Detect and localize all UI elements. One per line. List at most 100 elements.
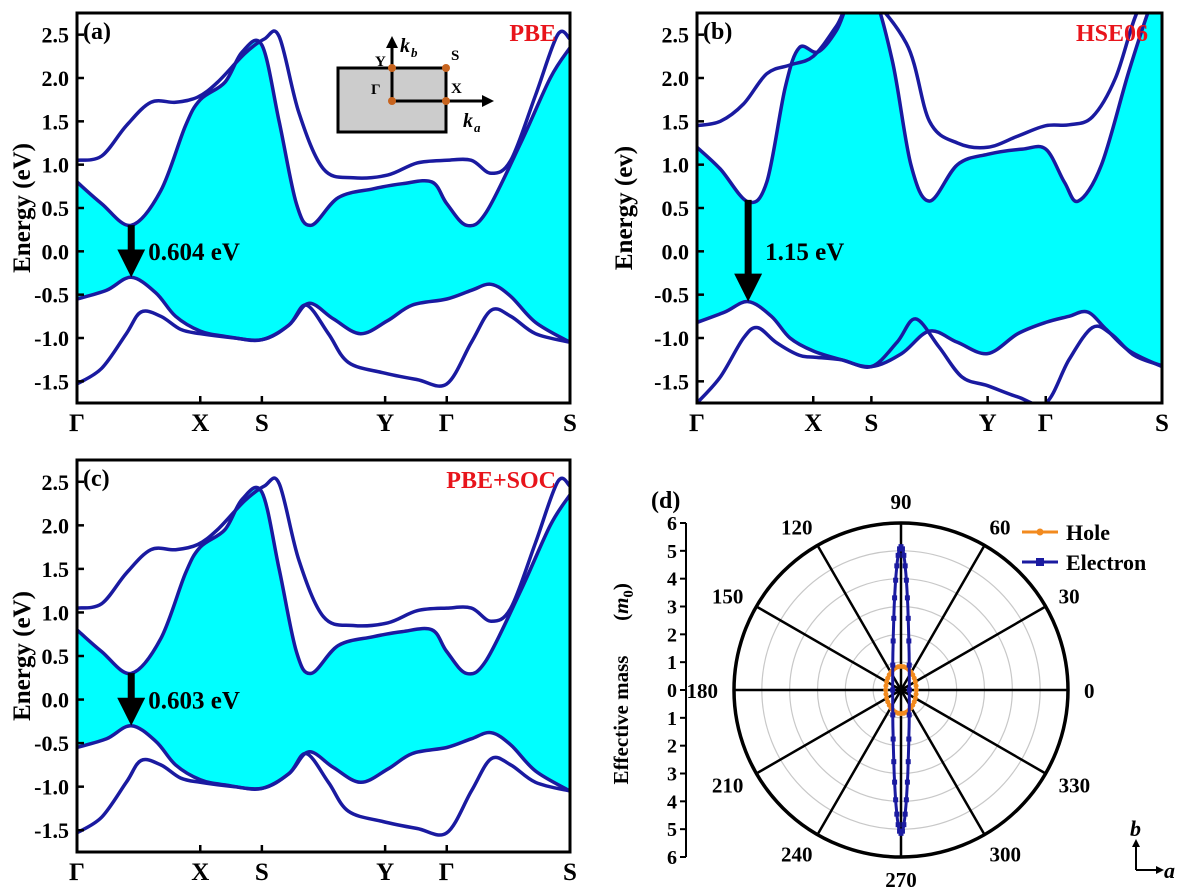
polar-spoke — [816, 544, 903, 691]
inset-label-Y: Y — [375, 54, 386, 70]
y-axis-label: Energy (ev) — [611, 146, 638, 270]
polar-spoke — [899, 689, 986, 836]
series-marker — [893, 577, 899, 583]
series-marker — [906, 736, 912, 742]
polar-ylabel: Effective mass — [609, 656, 633, 785]
series-marker — [895, 822, 901, 828]
band-gap-fill — [77, 40, 570, 343]
series-marker — [913, 691, 919, 697]
series-marker — [901, 552, 907, 558]
high-symmetry-point — [388, 97, 396, 105]
polar-spoke — [899, 544, 986, 691]
polar-spoke — [900, 605, 1047, 692]
legend-label: Hole — [1066, 520, 1110, 545]
y-tick-label: 0.5 — [42, 644, 70, 669]
polar-spoke — [755, 605, 902, 692]
radial-tick-label: 0 — [667, 680, 677, 702]
y-tick-label: -1.5 — [654, 369, 689, 394]
band-line-0 — [697, 13, 1150, 205]
series-marker — [912, 695, 918, 701]
radial-tick-label: 1 — [667, 652, 677, 674]
y-tick-label: -1.0 — [34, 775, 69, 800]
series-marker — [890, 638, 896, 644]
band-line-2 — [77, 723, 570, 793]
inset-label-X: X — [451, 81, 462, 97]
series-marker — [894, 563, 900, 569]
y-tick-label: -0.5 — [654, 283, 689, 308]
y-tick-label: 2.5 — [42, 470, 70, 495]
series-marker — [883, 687, 889, 693]
band-gap-value: 0.603 eV — [148, 687, 240, 714]
radial-tick-label: 6 — [667, 513, 677, 535]
series-marker — [890, 687, 896, 693]
series-marker — [904, 595, 910, 601]
inset-label-S: S — [451, 48, 459, 64]
x-tick-label: Γ — [1038, 410, 1054, 437]
legend-marker — [1036, 528, 1044, 536]
angle-label: 210 — [712, 774, 744, 798]
radial-tick-label: 5 — [667, 541, 677, 563]
method-label: PBE+SOC — [446, 468, 556, 494]
series-marker — [892, 595, 898, 601]
series-marker — [904, 779, 910, 785]
y-axis-label: Energy (eV) — [9, 591, 36, 721]
band-line-1 — [77, 29, 570, 180]
polar-ylabel-unit: (m0) — [609, 583, 637, 621]
series-marker — [890, 662, 896, 668]
y-tick-label: 1.0 — [662, 153, 690, 178]
radial-tick-label: 2 — [667, 736, 677, 758]
x-tick-label: S — [1155, 410, 1169, 437]
band-line-1 — [77, 476, 570, 628]
band-panel-0: 2.5 2.0 1.5 1.0 0.5 0.0 -0.5 -1.0 -1.5 Energy (eV… — [9, 11, 577, 437]
band-plot-area — [697, 13, 1162, 403]
angle-label: 330 — [1059, 774, 1091, 798]
series-marker — [901, 822, 907, 828]
band-gap-fill — [697, 13, 1162, 367]
x-tick-label: S — [563, 859, 577, 886]
y-tick-label: 0.5 — [662, 196, 690, 221]
x-tick-label: Γ — [69, 410, 85, 437]
series-marker — [890, 736, 896, 742]
panel-label: (a) — [83, 19, 111, 45]
series-marker — [883, 683, 889, 689]
high-symmetry-point — [442, 64, 450, 72]
y-tick-label: -1.0 — [654, 326, 689, 351]
series-marker — [897, 546, 903, 552]
series-marker — [891, 615, 897, 621]
angle-label: 240 — [781, 843, 813, 867]
method-label: PBE — [509, 21, 556, 47]
series-marker — [884, 679, 890, 685]
radial-tick-label: 5 — [667, 819, 677, 841]
legend-marker — [1036, 558, 1044, 566]
series-marker — [906, 712, 912, 718]
series-marker — [890, 712, 896, 718]
band-panel-1: 2.5 2.0 1.5 1.0 0.5 0.0 -0.5 -1.0 -1.5 Energy (ev… — [611, 11, 1169, 437]
series-marker — [905, 615, 911, 621]
x-tick-label: Y — [979, 410, 997, 437]
polar-spoke — [816, 689, 903, 836]
band-line-1 — [697, 13, 1139, 150]
inset-label-kb: k — [400, 35, 410, 57]
y-tick-label: -1.5 — [34, 818, 69, 843]
x-tick-label: X — [191, 410, 209, 437]
high-symmetry-point — [388, 64, 396, 72]
axis-a-label: a — [1164, 858, 1175, 883]
angle-label: 30 — [1059, 585, 1080, 609]
y-tick-label: 1.0 — [42, 153, 70, 178]
x-tick-label: Y — [376, 410, 394, 437]
polar-spoke — [900, 688, 1047, 775]
series-marker — [893, 797, 899, 803]
series-marker — [902, 563, 908, 569]
x-tick-label: S — [255, 859, 269, 886]
y-tick-label: 2.5 — [662, 23, 690, 48]
x-tick-label: Γ — [439, 410, 455, 437]
radial-tick-label: 6 — [667, 847, 677, 869]
y-tick-label: 1.5 — [42, 557, 70, 582]
series-marker — [883, 691, 889, 697]
y-tick-label: 1.5 — [42, 109, 70, 134]
axis-b-label: b — [1130, 816, 1141, 841]
x-tick-label: Γ — [439, 859, 455, 886]
panel-label: (c) — [83, 466, 110, 492]
